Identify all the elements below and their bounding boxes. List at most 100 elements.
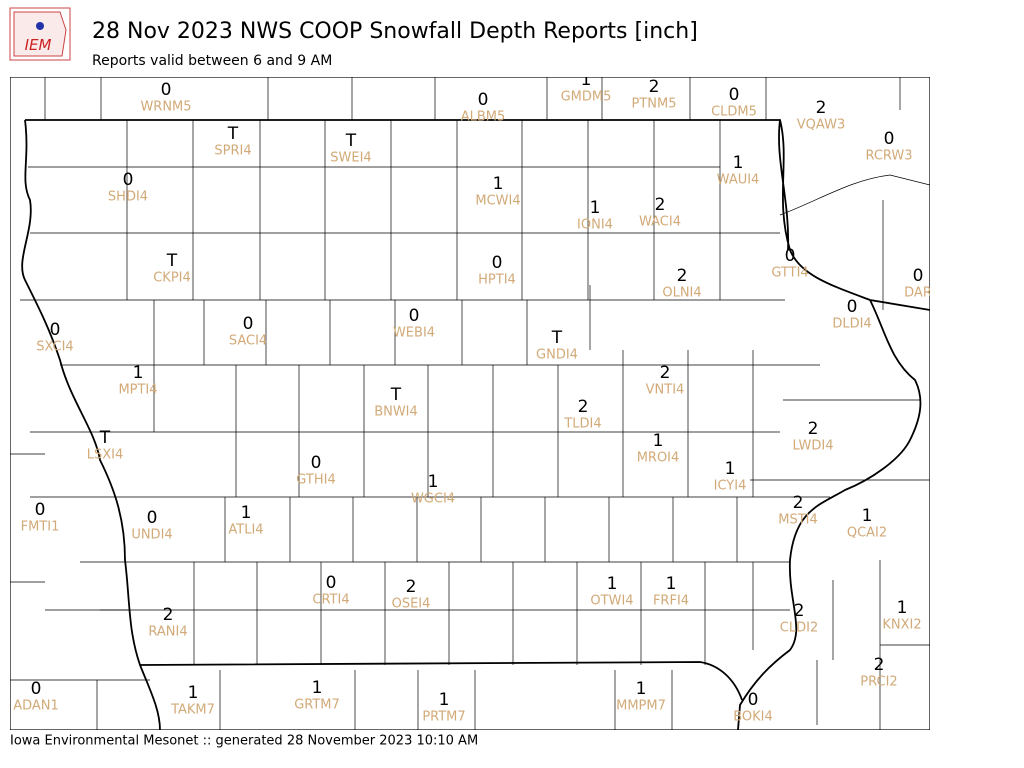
logo-text: IEM xyxy=(25,36,52,54)
report-value: 0 xyxy=(50,320,61,340)
state-border xyxy=(21,119,930,730)
footer: Iowa Environmental Mesonet :: generated … xyxy=(10,734,478,749)
station-id: RANI4 xyxy=(148,625,187,640)
report-value: 2 xyxy=(406,577,417,597)
report-value: 1 xyxy=(607,574,618,594)
station-id: CLDM5 xyxy=(711,105,757,120)
station-id: WACI4 xyxy=(639,215,681,230)
report-value: 1 xyxy=(862,506,873,526)
station-id: QCAI2 xyxy=(847,526,887,541)
report-value: 2 xyxy=(649,77,660,97)
station-id: GTTI4 xyxy=(771,266,808,281)
report-value: 0 xyxy=(847,297,858,317)
station-id: BNWI4 xyxy=(374,405,418,420)
station-id: MCWI4 xyxy=(475,194,520,209)
report-value: 1 xyxy=(312,678,323,698)
report-value: 1 xyxy=(666,574,677,594)
station-id: MROI4 xyxy=(637,451,680,466)
county-lines xyxy=(10,77,930,730)
report-value: 0 xyxy=(35,500,46,520)
report-value: 0 xyxy=(31,679,42,699)
station-id: ADAN1 xyxy=(13,699,59,714)
report-value: 2 xyxy=(874,655,885,675)
station-id: OTWI4 xyxy=(590,594,633,609)
report-value: 1 xyxy=(493,174,504,194)
station-id: ICYI4 xyxy=(714,479,747,494)
station-id: SXCI4 xyxy=(36,340,73,355)
report-value: 1 xyxy=(133,363,144,383)
report-value: 1 xyxy=(725,459,736,479)
station-id: CKPI4 xyxy=(153,271,191,286)
report-value: 0 xyxy=(492,253,503,273)
station-id: ALBM5 xyxy=(461,110,506,125)
station-id: UNDI4 xyxy=(131,528,172,543)
report-value: 2 xyxy=(816,98,827,118)
station-id: OLNI4 xyxy=(662,286,701,301)
station-id: IONI4 xyxy=(577,218,613,233)
report-value: 0 xyxy=(161,80,172,100)
station-id: WGCI4 xyxy=(411,492,455,507)
report-value: 2 xyxy=(655,195,666,215)
report-value: 2 xyxy=(677,266,688,286)
report-value: 1 xyxy=(439,690,450,710)
report-value: T xyxy=(99,428,111,448)
report-value: 2 xyxy=(163,605,174,625)
station-id: ATLI4 xyxy=(228,523,263,538)
subtitle: Reports valid between 6 and 9 AM xyxy=(92,53,332,69)
station-id: BOKI4 xyxy=(733,710,773,725)
station-id: PTNM5 xyxy=(632,97,677,112)
station-id: SACI4 xyxy=(229,334,267,349)
report-value: 0 xyxy=(326,573,337,593)
station-id: WEBI4 xyxy=(393,326,435,341)
station-id: TAKM7 xyxy=(170,703,215,718)
report-value: 1 xyxy=(188,683,199,703)
report-value: 1 xyxy=(581,70,592,90)
logo: IEM xyxy=(9,7,71,61)
station-id: SHDI4 xyxy=(108,190,148,205)
report-value: 0 xyxy=(785,246,796,266)
report-value: 1 xyxy=(897,598,908,618)
station-id: SWEI4 xyxy=(330,151,371,166)
station-id: CLDI2 xyxy=(780,621,818,636)
station-id: LSXI4 xyxy=(87,448,124,463)
station-id: VQAW3 xyxy=(797,118,845,133)
station-id: HPTI4 xyxy=(478,273,516,288)
report-value: T xyxy=(345,131,357,151)
station-id: TLDI4 xyxy=(563,417,601,432)
report-value: 0 xyxy=(478,90,489,110)
report-value: 2 xyxy=(794,601,805,621)
station-id: GMDM5 xyxy=(561,90,612,105)
station-id: GNDI4 xyxy=(536,348,578,363)
report-value: 1 xyxy=(653,431,664,451)
station-id: VNTI4 xyxy=(646,383,685,398)
station-id: MPTI4 xyxy=(118,383,157,398)
report-value: T xyxy=(551,328,563,348)
report-value: T xyxy=(390,385,402,405)
report-value: 1 xyxy=(428,472,439,492)
station-id: KNXI2 xyxy=(882,618,921,633)
report-value: T xyxy=(227,124,239,144)
report-value: 0 xyxy=(311,453,322,473)
station-id: RCRW3 xyxy=(865,149,912,164)
report-value: T xyxy=(166,251,178,271)
station-id: MMPM7 xyxy=(616,699,666,714)
report-value: 0 xyxy=(123,170,134,190)
report-value: 1 xyxy=(590,198,601,218)
station-id: WRNM5 xyxy=(140,100,191,115)
station-id: MSTI4 xyxy=(778,513,818,528)
station-id: DAR xyxy=(904,286,932,301)
report-value: 0 xyxy=(409,306,420,326)
report-value: 0 xyxy=(748,690,759,710)
report-value: 1 xyxy=(733,153,744,173)
station-id: SPRI4 xyxy=(214,144,251,159)
report-value: 0 xyxy=(729,85,740,105)
station-id: CRTI4 xyxy=(312,593,349,608)
report-value: 0 xyxy=(884,129,895,149)
report-value: 1 xyxy=(241,503,252,523)
report-value: 1 xyxy=(636,679,647,699)
report-value: 0 xyxy=(147,508,158,528)
